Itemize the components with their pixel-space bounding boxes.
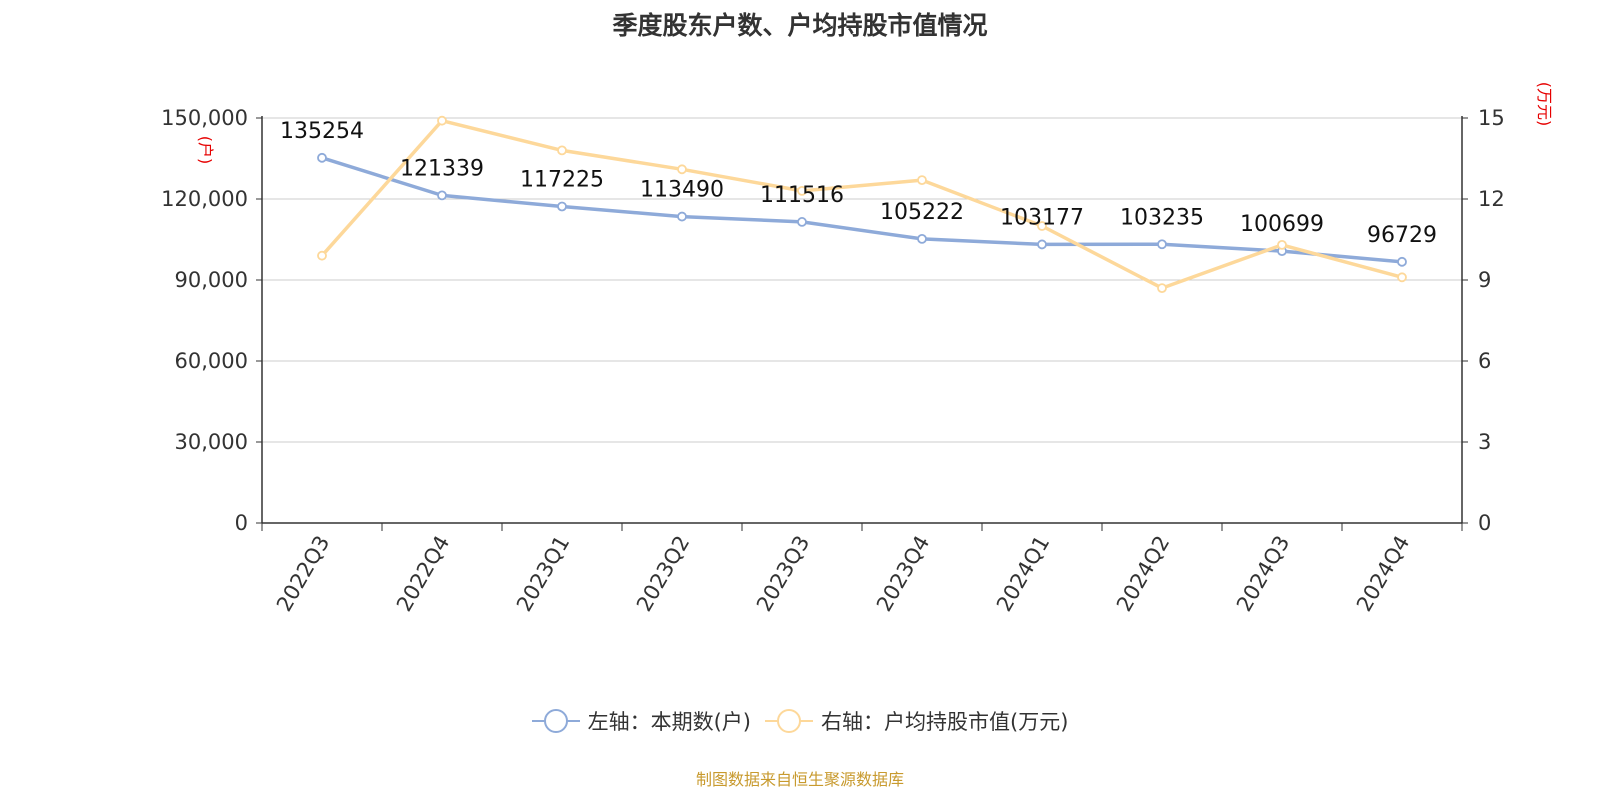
x-axis-category-label: 2023Q1 [512, 532, 574, 616]
data-label: 96729 [1367, 223, 1437, 248]
legend-item-left-series[interactable]: 左轴：本期数(户) [531, 706, 751, 736]
right-axis-tick-label: 12 [1478, 187, 1505, 211]
x-axis-category-label: 2023Q4 [872, 532, 934, 616]
right-series-point [557, 145, 567, 156]
legend: 左轴：本期数(户) 右轴：户均持股市值(万元) [0, 706, 1600, 736]
grid-lines [262, 117, 1462, 443]
left-axis-tick-label: 150,000 [161, 106, 248, 130]
data-label: 103235 [1120, 205, 1204, 230]
left-series-point [1397, 256, 1407, 267]
x-axis-category-label: 2024Q4 [1352, 532, 1414, 616]
legend-right-series-label: 右轴：户均持股市值(万元) [821, 710, 1069, 734]
left-axis-unit-label: (户) [196, 136, 215, 165]
left-series-point [317, 152, 327, 163]
right-axis-tick-label: 3 [1478, 430, 1491, 454]
data-label: 105222 [880, 200, 964, 225]
left-axis-tick-label: 0 [235, 511, 248, 535]
left-axis-tick-label: 90,000 [175, 268, 248, 292]
right-series-point [1277, 239, 1287, 250]
right-series-point [677, 164, 687, 175]
right-series-point [1037, 221, 1047, 231]
left-series-point [797, 217, 807, 227]
chart-title: 季度股东户数、户均持股市值情况 [612, 11, 988, 40]
right-series-point [317, 250, 327, 261]
x-axis-category-label: 2022Q3 [272, 532, 334, 616]
axes: 030,00060,00090,000120,000150,0000369121… [161, 82, 1554, 616]
data-label: 111516 [760, 183, 844, 208]
legend-right-series-marker-icon [765, 708, 813, 734]
series-lines [317, 115, 1407, 294]
data-label: 121339 [400, 156, 484, 181]
legend-left-series-label: 左轴：本期数(户) [587, 710, 751, 734]
left-series-point [677, 211, 687, 222]
right-axis-tick-label: 15 [1478, 106, 1505, 130]
data-label: 113490 [640, 178, 724, 203]
legend-left-series-marker-icon [531, 708, 580, 734]
x-axis-category-label: 2022Q4 [392, 532, 454, 616]
left-axis-tick-label: 60,000 [175, 349, 248, 373]
left-axis-tick-label: 120,000 [161, 187, 248, 211]
left-series-point [917, 234, 927, 244]
data-label: 100699 [1240, 212, 1324, 237]
left-series-point [437, 190, 447, 201]
data-labels: 135254 121339 117225 113490 111516 105222 1031… [280, 119, 1437, 248]
left-series-point [557, 201, 567, 212]
data-label: 117225 [520, 167, 604, 192]
right-axis-unit-label: (万元) [1535, 82, 1554, 127]
right-axis-tick-label: 6 [1478, 349, 1491, 373]
right-series-point [1397, 272, 1407, 283]
source-note: 制图数据来自恒生聚源数据库 [695, 770, 904, 789]
x-axis-category-label: 2024Q1 [992, 532, 1054, 616]
right-axis-tick-label: 0 [1478, 511, 1491, 535]
left-series-point [1157, 239, 1167, 250]
right-series-line [320, 118, 1403, 290]
left-series-point [1037, 239, 1047, 250]
x-axis-category-label: 2023Q2 [632, 532, 694, 616]
right-series-point [1157, 283, 1167, 294]
x-axis-category-label: 2023Q3 [752, 532, 814, 616]
data-label: 135254 [280, 119, 364, 144]
right-series-point [917, 175, 927, 186]
x-axis-category-label: 2024Q2 [1112, 532, 1174, 616]
data-label: 103177 [1000, 205, 1084, 230]
right-axis-tick-label: 9 [1478, 268, 1491, 292]
right-series-point [797, 185, 807, 196]
right-series-point [437, 115, 447, 126]
legend-item-right-series[interactable]: 右轴：户均持股市值(万元) [765, 706, 1068, 736]
left-axis-tick-label: 30,000 [175, 430, 248, 454]
x-axis-category-label: 2024Q3 [1232, 532, 1294, 616]
left-series-line [321, 156, 1403, 264]
